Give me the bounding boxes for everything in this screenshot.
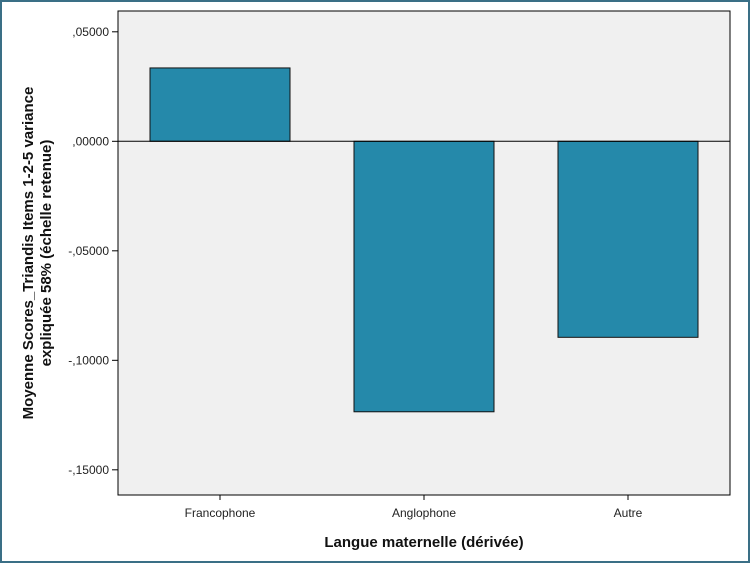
bar-francophone [149, 67, 291, 142]
x-axis-title: Langue maternelle (dérivée) [324, 534, 523, 551]
bar-autre [557, 140, 699, 338]
x-tick-label: Anglophone [392, 506, 456, 520]
y-axis-title: Moyenne Scores_Triandis Items 1-2-5 vari… [20, 87, 55, 420]
y-axis-title-line: expliquée 58% (échelle retenue) [38, 140, 55, 367]
bars [149, 67, 699, 413]
y-axis-title-line: Moyenne Scores_Triandis Items 1-2-5 vari… [20, 87, 37, 420]
y-tick-label: -,15000 [68, 463, 109, 477]
x-tick-label: Francophone [185, 506, 256, 520]
y-tick-label: ,00000 [72, 134, 109, 148]
x-tick-label: Autre [614, 506, 643, 520]
y-tick-label: -,05000 [68, 244, 109, 258]
y-tick-label: ,05000 [72, 25, 109, 39]
bar-anglophone [353, 140, 495, 413]
y-axis: ,05000 ,00000 -,05000 -,10000 -,15000 [68, 25, 118, 477]
x-axis: Francophone Anglophone Autre [185, 495, 643, 520]
y-tick-label: -,10000 [68, 353, 109, 367]
